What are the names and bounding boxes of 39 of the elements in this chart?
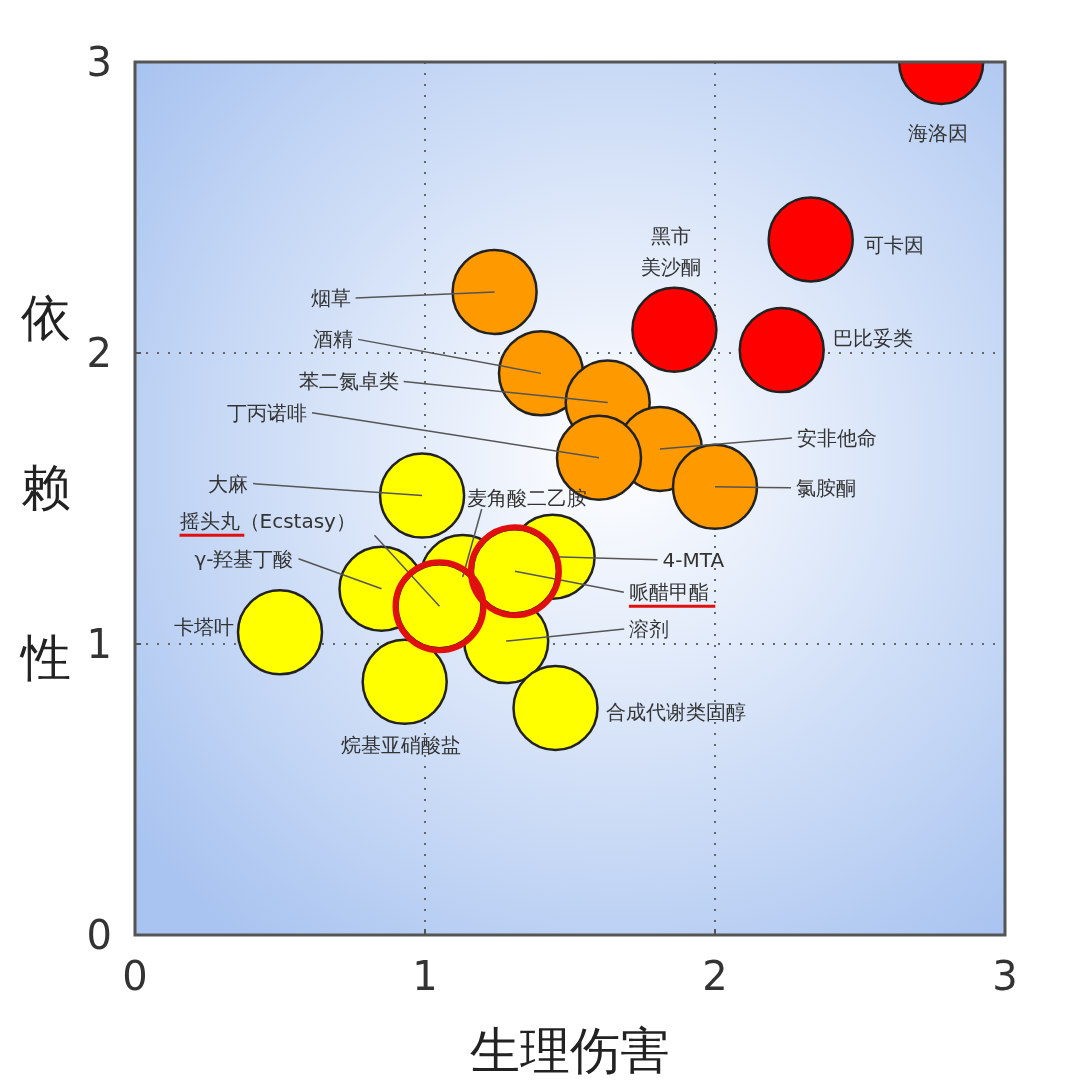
annotation: 烷基亚硝酸盐 xyxy=(340,732,461,757)
annotation: 卡塔叶 xyxy=(174,615,234,640)
point xyxy=(451,248,538,336)
annotation: 黑市美沙酮 xyxy=(641,223,702,279)
y-tick-label: 1 xyxy=(86,621,112,668)
y-tick-label: 2 xyxy=(86,330,112,377)
annotation: 烟草 xyxy=(310,285,351,310)
annotation: 摇头丸（Ecstasy） xyxy=(179,509,356,534)
annotation: 4-MTA xyxy=(662,547,725,572)
point xyxy=(631,286,718,373)
x-axis-title: 生理伤害 xyxy=(470,1022,670,1080)
annotation: 麦角酸二乙胺 xyxy=(466,486,587,511)
x-tick-label: 3 xyxy=(992,953,1018,999)
x-tick-label: 0 xyxy=(122,953,148,999)
annotation: γ-羟基丁酸 xyxy=(194,546,294,571)
annotation: 氯胺酮 xyxy=(796,475,856,500)
point xyxy=(767,196,854,283)
annotation: 大麻 xyxy=(208,471,249,496)
annotation: 酒精 xyxy=(313,327,353,352)
annotation: 巴比妥类 xyxy=(832,326,913,351)
annotation: 可卡因 xyxy=(863,232,924,257)
x-tick-label: 1 xyxy=(412,953,438,999)
point xyxy=(512,664,599,752)
y-tick-label: 3 xyxy=(86,39,112,86)
point xyxy=(236,589,324,676)
annotation: 安非他命 xyxy=(796,426,877,451)
annotation: 苯二氮卓类 xyxy=(298,369,399,394)
annotation: 哌醋甲酯 xyxy=(628,580,709,605)
text: 依赖性 xyxy=(21,289,71,687)
point xyxy=(378,452,466,539)
annotation: 丁丙诺啡 xyxy=(227,400,307,425)
x-tick-label: 2 xyxy=(702,953,728,999)
point xyxy=(738,306,825,394)
point xyxy=(671,443,759,531)
y-tick-label: 0 xyxy=(86,912,112,959)
annotation: 海洛因 xyxy=(908,121,969,145)
point xyxy=(361,638,448,726)
annotation: 合成代谢类固醇 xyxy=(605,700,746,725)
annotation: 溶剂 xyxy=(629,617,670,642)
